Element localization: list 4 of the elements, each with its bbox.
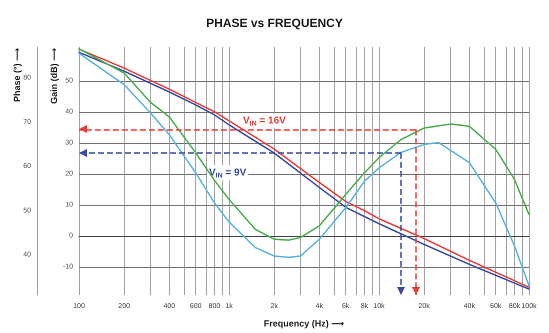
chart-title: PHASE vs FREQUENCY [206,16,343,30]
y2-axis-title: Phase (°) ⟶ [12,48,22,102]
x-axis-title: Frequency (Hz) ⟶ [264,318,344,328]
y-axis-title: Gain (dB) ⟶ [49,48,59,104]
